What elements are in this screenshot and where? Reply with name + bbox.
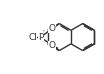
Text: O: O: [49, 41, 56, 50]
Text: P: P: [38, 33, 43, 42]
Text: O: O: [49, 24, 56, 33]
Text: Cl: Cl: [28, 33, 37, 42]
Text: ': ': [42, 29, 44, 34]
